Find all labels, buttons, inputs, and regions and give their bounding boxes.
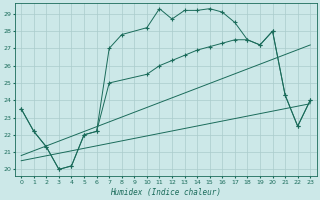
X-axis label: Humidex (Indice chaleur): Humidex (Indice chaleur) [110,188,221,197]
